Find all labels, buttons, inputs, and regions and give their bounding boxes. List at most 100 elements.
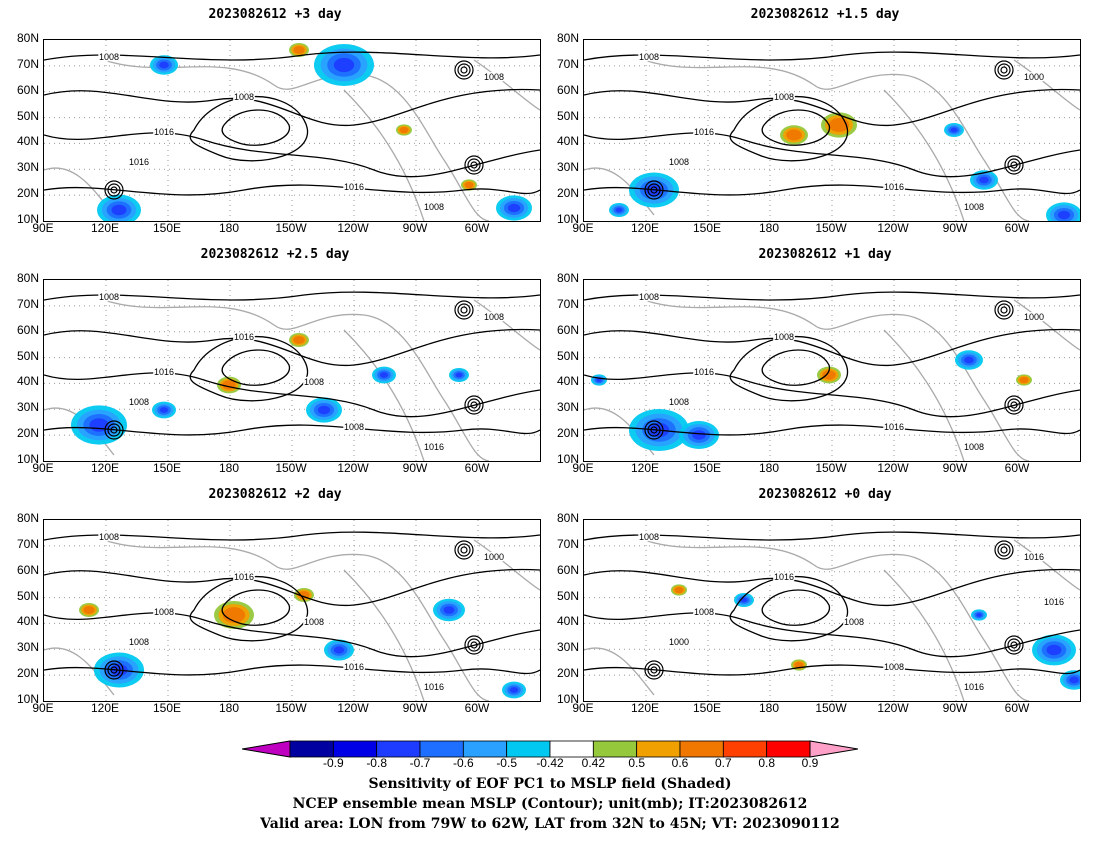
- lon-tick-label: 180: [758, 701, 780, 715]
- colorbar-tick-label: -0.42: [536, 756, 564, 770]
- positive-sensitivity-shade: [794, 661, 804, 669]
- isobar-label: 1008: [304, 617, 324, 627]
- closed-low-contour: [1004, 155, 1024, 175]
- isobar-label: 1016: [1044, 597, 1064, 607]
- negative-sensitivity-shade: [507, 203, 521, 213]
- map-plot: 1008 1016 1016 1008 1008 1008 1016 1008: [44, 280, 540, 461]
- lon-tick-label: 120E: [90, 461, 120, 475]
- isobar-contour: [44, 132, 540, 178]
- lat-tick-label: 20N: [556, 426, 579, 441]
- closed-low-contour: [1007, 398, 1021, 412]
- lat-tick-label: 60N: [16, 322, 39, 337]
- lat-tick-label: 40N: [556, 134, 579, 149]
- isobar-contour: [729, 335, 848, 402]
- lat-tick-label: 80N: [16, 271, 39, 285]
- positive-sensitivity-shade: [786, 129, 802, 141]
- lat-tick-label: 20N: [556, 186, 579, 201]
- lat-tick-label: 10N: [16, 692, 39, 706]
- lat-tick-label: 60N: [556, 562, 579, 577]
- closed-low-contour: [644, 420, 664, 440]
- lat-tick-label: 10N: [556, 212, 579, 226]
- closed-low-contour: [1004, 635, 1024, 655]
- lon-tick-label: 90W: [402, 221, 428, 235]
- panel-plus0day: 2023082612 +0 day: [550, 480, 1100, 725]
- map-frame: 1008 1016 1016 1008 1008 1008 1016 1008: [43, 279, 541, 462]
- lon-tick-label: 180: [218, 701, 240, 715]
- lon-tick-label: 150E: [692, 221, 722, 235]
- lat-tick-label: 50N: [556, 588, 579, 603]
- positive-sensitivity-shade: [293, 46, 305, 54]
- lat-tick-label: 40N: [556, 614, 579, 629]
- lon-tick-label: 60W: [1004, 221, 1030, 235]
- isobar-label: 1016: [884, 182, 904, 192]
- closed-low-contour: [1010, 161, 1018, 169]
- colorbar-cell: [636, 740, 681, 758]
- lon-tick-label: 90W: [942, 461, 968, 475]
- positive-sensitivity-shade: [464, 181, 474, 189]
- panel-title: 2023082612 +0 day: [758, 487, 892, 502]
- lon-tick-label: 120W: [337, 701, 369, 715]
- lat-tick-label: 40N: [16, 614, 39, 629]
- isobar-label: 1008: [304, 377, 324, 387]
- closed-low-contour: [460, 66, 468, 74]
- lat-tick-label: 70N: [16, 56, 39, 71]
- lon-tick-label: 120E: [630, 221, 660, 235]
- lon-tick-label: 180: [218, 461, 240, 475]
- lon-tick-label: 90W: [942, 221, 968, 235]
- closed-low-contour: [1007, 638, 1021, 652]
- lon-tick-label: 120W: [877, 461, 909, 475]
- lat-tick-label: 30N: [16, 400, 39, 415]
- lon-tick-label: 150E: [692, 461, 722, 475]
- closed-low-contour: [107, 423, 121, 437]
- map-frame: 1008 1016 1008 1016 1008 1000 1016 1008 1016: [583, 519, 1081, 702]
- isobar-label: 1000: [1024, 72, 1044, 82]
- closed-low-contour: [994, 60, 1014, 80]
- colorbar-cell: [289, 740, 334, 758]
- closed-low-contour: [1000, 546, 1008, 554]
- lat-tick-label: 10N: [556, 692, 579, 706]
- isobar-contour: [189, 95, 308, 162]
- isobar-contour: [44, 51, 540, 61]
- map-frame: 1008 1008 1016 1000 1016 1008 1008: [583, 279, 1081, 462]
- isobar-contour: [44, 424, 540, 436]
- isobar-label: 1008: [344, 422, 364, 432]
- isobar-contour: [189, 575, 308, 642]
- isobar-label: 1008: [99, 532, 119, 542]
- lat-tick-label: 30N: [556, 640, 579, 655]
- lat-tick-label: 30N: [16, 640, 39, 655]
- isobar-contour: [44, 372, 540, 418]
- lon-tick-label: 120W: [877, 701, 909, 715]
- closed-low-contour: [650, 666, 658, 674]
- lon-tick-label: 120E: [90, 221, 120, 235]
- isobar-label: 1008: [639, 292, 659, 302]
- negative-sensitivity-shade: [89, 418, 109, 432]
- negative-sensitivity-shade: [615, 207, 623, 213]
- closed-low-contour: [997, 543, 1011, 557]
- negative-sensitivity-shade: [455, 372, 463, 378]
- isobar-label: 1008: [99, 292, 119, 302]
- isobar-contour: [729, 575, 848, 642]
- colorbar-tick-label: 0.9: [801, 756, 819, 770]
- panel-title: 2023082612 +1.5 day: [750, 7, 900, 22]
- lat-tick-label: 70N: [556, 56, 579, 71]
- map-plot: 1008 1016 1008 1000 1016 1008 1016 1008: [44, 520, 540, 701]
- isobar-contour: [761, 589, 830, 626]
- closed-low-contour: [467, 398, 481, 412]
- isobar-label: 1008: [694, 607, 714, 617]
- lat-tick-label: 60N: [556, 322, 579, 337]
- colorbar: [242, 740, 858, 758]
- isobar-contour: [44, 88, 540, 127]
- colorbar-cell: [332, 740, 378, 758]
- isobar-label: 1008: [964, 442, 984, 452]
- lon-tick-label: 60W: [464, 701, 490, 715]
- coastline: [584, 299, 1080, 461]
- colorbar-tick-label: 0.6: [671, 756, 689, 770]
- isobar-label: 1016: [154, 127, 174, 137]
- coastline: [44, 539, 540, 701]
- isobar-label: 1008: [99, 52, 119, 62]
- negative-sensitivity-shade: [1046, 644, 1062, 656]
- negative-sensitivity-shade: [1057, 210, 1071, 220]
- lat-tick-label: 60N: [16, 562, 39, 577]
- colorbar-cell: [679, 740, 724, 758]
- lat-tick-label: 60N: [16, 82, 39, 97]
